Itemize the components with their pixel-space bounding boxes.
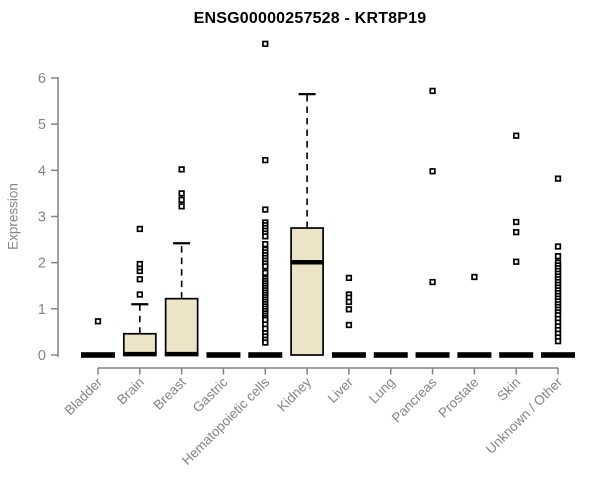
collapsed-box [206,352,241,358]
outlier-point [262,233,269,240]
outlier-point [345,274,353,282]
outlier-point [262,157,269,164]
outlier-point [429,168,436,175]
outlier-point [94,318,102,325]
x-category-label: Gastric [190,374,231,415]
collapsed-box [457,352,492,358]
y-tick-label: 2 [38,256,46,272]
outlier-point [262,263,269,270]
outlier-point [471,273,478,281]
y-tick-label: 1 [38,302,46,318]
y-tick-label: 6 [38,71,46,87]
x-category-label: Prostate [435,375,481,421]
box [164,297,199,356]
outlier-point [513,229,520,236]
collapsed-box [81,352,115,358]
outlier-point [136,291,143,298]
x-category-label: Bladder [62,374,106,418]
collapsed-box [331,352,366,358]
chart-title: ENSG00000257528 - KRT8P19 [193,10,427,27]
x-category-label: Kidney [274,374,314,414]
collapsed-box [373,352,408,358]
y-tick-label: 4 [38,163,46,179]
outlier-point [262,40,269,47]
outlier-point [554,175,562,182]
x-category-label: Lung [366,375,398,407]
outlier-point [262,206,269,213]
x-category-label: Liver [325,374,357,406]
outlier-point [178,190,185,197]
collapsed-box [541,352,576,358]
box [122,332,157,356]
outlier-point [513,258,520,265]
outlier-point [513,218,520,226]
collapsed-box [415,352,450,358]
outlier-point [429,278,436,286]
outlier-point [262,269,269,276]
outlier-point [554,337,562,345]
outlier-point [513,132,520,139]
outlier-point [136,260,143,268]
outlier-point [554,253,562,260]
outlier-point [136,225,143,233]
y-tick-label: 3 [38,209,46,225]
x-category-label: Breast [151,374,189,412]
collapsed-box [499,352,534,358]
outlier-point [345,306,353,313]
outlier-point [554,243,562,250]
outlier-point [345,298,353,306]
y-tick-label: 5 [38,117,46,133]
x-category-label: Brain [114,375,147,408]
outlier-point [262,339,269,346]
box [290,227,324,356]
x-category-label: Pancreas [389,374,440,425]
collapsed-box [248,352,283,358]
x-category-label: Unknown / Other [483,374,566,457]
outlier-point [178,166,185,173]
outlier-point [136,276,143,283]
outlier-point [345,321,353,329]
y-tick-label: 0 [38,348,46,364]
outlier-point [178,196,185,204]
x-category-label: Skin [494,375,523,404]
outlier-point [429,87,436,95]
outlier-point [262,241,269,248]
outlier-point [178,203,185,210]
